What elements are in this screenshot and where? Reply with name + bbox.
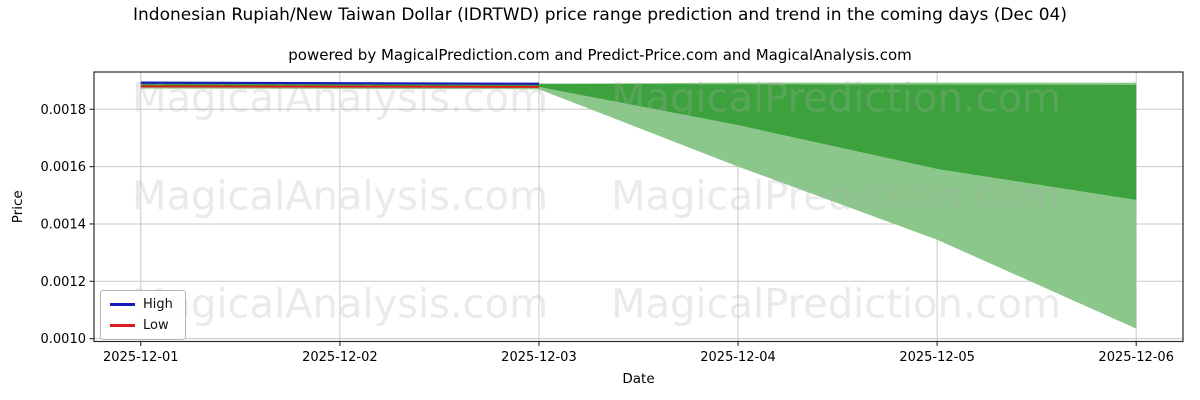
y-tick-label: 0.0010 xyxy=(41,332,87,347)
watermark-prediction: MagicalPrediction.com xyxy=(611,75,1061,121)
low-line xyxy=(140,85,539,88)
legend-label: Low xyxy=(143,318,169,333)
x-axis-label: Date xyxy=(622,371,654,387)
x-tick-label: 2025-12-02 xyxy=(302,350,378,365)
x-tick-label: 2025-12-05 xyxy=(899,350,975,365)
watermark-analysis: MagicalAnalysis.com xyxy=(132,281,548,327)
legend: High Low xyxy=(100,290,186,340)
x-tick-label: 2025-12-06 xyxy=(1098,350,1174,365)
legend-item-high: High xyxy=(110,298,173,311)
high-line xyxy=(140,81,539,85)
plot-border xyxy=(93,71,1184,343)
y-tick-label: 0.0012 xyxy=(41,275,87,290)
legend-item-low: Low xyxy=(110,319,173,332)
x-tick-label: 2025-12-04 xyxy=(700,350,776,365)
legend-line-swatch xyxy=(110,303,135,306)
watermark-prediction: MagicalPrediction.com xyxy=(611,173,1061,219)
y-tick-label: 0.0018 xyxy=(41,103,87,118)
chart-subtitle: powered by MagicalPrediction.com and Pre… xyxy=(288,46,912,64)
y-tick-label: 0.0016 xyxy=(41,160,87,175)
legend-line-swatch xyxy=(110,324,135,327)
legend-label: High xyxy=(143,297,173,312)
y-axis-label: Price xyxy=(10,190,26,223)
y-tick-label: 0.0014 xyxy=(41,217,87,232)
prediction-range-inner-band xyxy=(140,82,1137,200)
chart-title: Indonesian Rupiah/New Taiwan Dollar (IDR… xyxy=(133,5,1067,25)
watermark-analysis: MagicalAnalysis.com xyxy=(132,173,548,219)
x-tick-label: 2025-12-03 xyxy=(501,350,577,365)
x-tick-label: 2025-12-01 xyxy=(103,350,179,365)
watermark-prediction: MagicalPrediction.com xyxy=(611,281,1061,327)
